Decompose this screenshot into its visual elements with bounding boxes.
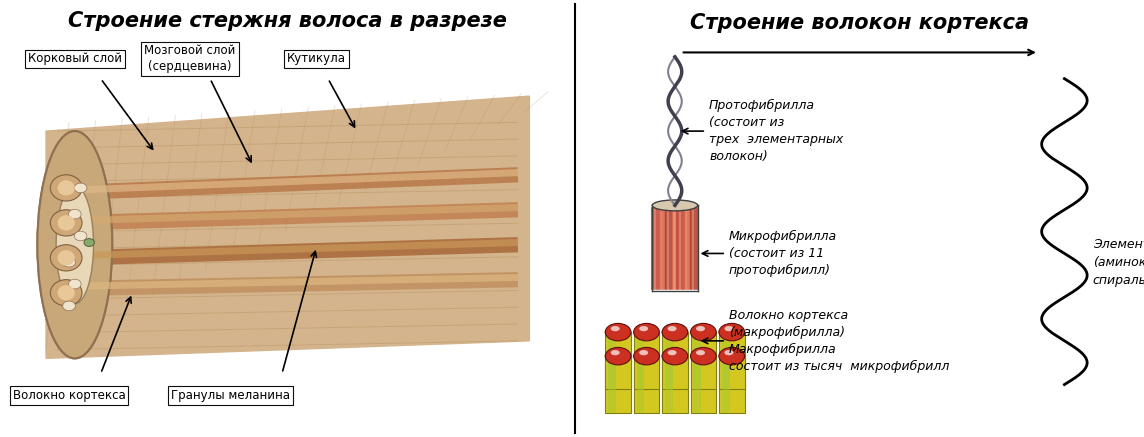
Ellipse shape (611, 326, 620, 331)
Ellipse shape (696, 350, 705, 355)
FancyBboxPatch shape (609, 356, 615, 413)
Ellipse shape (718, 351, 745, 361)
FancyBboxPatch shape (634, 356, 659, 413)
Ellipse shape (691, 323, 716, 341)
Ellipse shape (69, 209, 81, 219)
Ellipse shape (724, 350, 733, 355)
Ellipse shape (634, 347, 659, 365)
FancyBboxPatch shape (605, 356, 630, 413)
Ellipse shape (668, 350, 676, 355)
FancyBboxPatch shape (636, 332, 644, 389)
Text: Мозговой слой
(сердцевина): Мозговой слой (сердцевина) (144, 45, 236, 73)
Ellipse shape (652, 200, 698, 211)
Ellipse shape (50, 280, 82, 306)
Ellipse shape (639, 326, 649, 331)
Ellipse shape (696, 326, 705, 331)
FancyBboxPatch shape (693, 356, 701, 413)
Ellipse shape (718, 323, 745, 341)
Ellipse shape (57, 180, 74, 196)
FancyBboxPatch shape (665, 332, 673, 389)
Ellipse shape (63, 301, 76, 311)
Text: Кутикула: Кутикула (287, 52, 345, 66)
FancyBboxPatch shape (609, 332, 615, 389)
Ellipse shape (662, 347, 688, 365)
FancyBboxPatch shape (718, 332, 745, 389)
Ellipse shape (662, 327, 688, 337)
Ellipse shape (605, 347, 630, 365)
Text: Элементарное волокно
(аминоксилотная
спираль): Элементарное волокно (аминоксилотная спи… (1093, 238, 1144, 287)
Ellipse shape (691, 327, 716, 337)
FancyBboxPatch shape (662, 332, 688, 389)
Ellipse shape (634, 351, 659, 361)
Polygon shape (46, 96, 530, 358)
Ellipse shape (691, 347, 716, 365)
FancyBboxPatch shape (0, 0, 575, 79)
Ellipse shape (718, 327, 745, 337)
Ellipse shape (718, 347, 745, 365)
Ellipse shape (57, 250, 74, 266)
Ellipse shape (63, 257, 76, 267)
Ellipse shape (605, 327, 630, 337)
Text: Волокно кортекса: Волокно кортекса (13, 389, 126, 402)
Ellipse shape (50, 245, 82, 271)
Ellipse shape (56, 186, 94, 304)
FancyBboxPatch shape (691, 332, 716, 389)
Text: Микрофибрилла
(состоит из 11
протофибрилл): Микрофибрилла (состоит из 11 протофибрил… (729, 230, 837, 277)
Ellipse shape (57, 285, 74, 301)
Ellipse shape (662, 351, 688, 361)
Ellipse shape (38, 131, 112, 358)
Ellipse shape (50, 210, 82, 236)
FancyBboxPatch shape (605, 332, 630, 389)
Ellipse shape (74, 231, 87, 241)
Ellipse shape (69, 279, 81, 289)
Ellipse shape (57, 215, 74, 231)
Ellipse shape (724, 326, 733, 331)
Text: Волокно кортекса
(макрофибрилла)
Макрофибрилла
состоит из тысяч  микрофибрилл: Волокно кортекса (макрофибрилла) Макрофи… (729, 309, 950, 373)
FancyBboxPatch shape (636, 356, 644, 413)
Ellipse shape (634, 327, 659, 337)
Ellipse shape (605, 323, 630, 341)
FancyBboxPatch shape (722, 356, 730, 413)
Ellipse shape (50, 175, 82, 201)
Ellipse shape (611, 350, 620, 355)
FancyBboxPatch shape (691, 356, 716, 413)
Text: Строение волокон кортекса: Строение волокон кортекса (690, 13, 1030, 33)
Text: Протофибрилла
(состоит из
трех  элементарных
волокон): Протофибрилла (состоит из трех элементар… (709, 99, 843, 163)
FancyBboxPatch shape (665, 356, 673, 413)
Ellipse shape (38, 131, 112, 358)
FancyBboxPatch shape (722, 332, 730, 389)
FancyBboxPatch shape (693, 332, 701, 389)
Ellipse shape (639, 350, 649, 355)
Text: Гранулы меланина: Гранулы меланина (170, 389, 289, 402)
Ellipse shape (634, 323, 659, 341)
FancyBboxPatch shape (718, 356, 745, 413)
Ellipse shape (691, 351, 716, 361)
FancyBboxPatch shape (662, 356, 688, 413)
Ellipse shape (84, 239, 94, 246)
Text: Корковый слой: Корковый слой (27, 52, 121, 66)
Ellipse shape (668, 326, 676, 331)
Text: Строение стержня волоса в разрезе: Строение стержня волоса в разрезе (69, 11, 507, 31)
Ellipse shape (662, 323, 688, 341)
Ellipse shape (605, 351, 630, 361)
Ellipse shape (74, 183, 87, 193)
FancyBboxPatch shape (634, 332, 659, 389)
